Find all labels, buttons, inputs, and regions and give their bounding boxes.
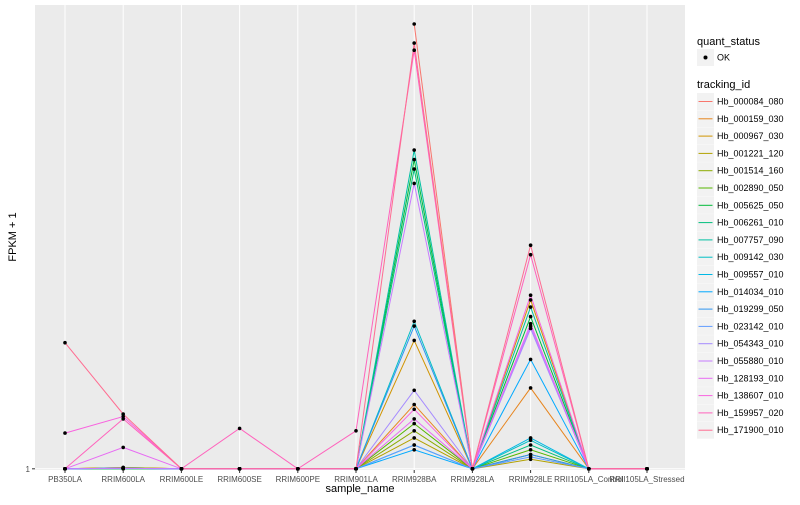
data-point xyxy=(63,340,67,345)
data-point xyxy=(412,338,417,343)
data-point xyxy=(179,467,184,471)
data-point xyxy=(354,467,358,471)
data-point xyxy=(412,22,417,26)
y-axis-title: FPKM + 1 xyxy=(7,212,19,261)
legend-series-label: Hb_001221_120 xyxy=(717,148,784,158)
data-point xyxy=(470,467,475,471)
legend: quant_status OK tracking_id Hb_000084_08… xyxy=(697,36,784,439)
plot-panel xyxy=(35,5,685,470)
data-point xyxy=(528,448,533,452)
legend-series-label: Hb_009142_030 xyxy=(717,252,784,262)
data-point xyxy=(528,305,533,309)
legend-point-key xyxy=(703,55,708,60)
legend-series-label: Hb_005625_050 xyxy=(717,200,784,210)
data-point xyxy=(412,41,417,45)
data-point xyxy=(412,181,417,186)
data-point xyxy=(237,467,242,471)
data-point xyxy=(528,443,533,447)
data-point xyxy=(528,455,533,459)
data-point xyxy=(121,466,125,471)
data-point xyxy=(412,324,417,328)
data-point xyxy=(412,417,417,421)
data-point xyxy=(412,388,417,393)
data-point xyxy=(412,407,417,412)
data-point xyxy=(354,429,358,433)
data-point xyxy=(528,298,533,302)
legend-series-label: Hb_159957_020 xyxy=(717,408,784,418)
legend-series-label: Hb_014034_010 xyxy=(717,287,784,297)
data-points xyxy=(63,22,649,471)
data-point xyxy=(528,314,533,319)
x-tick-label: RRIM600PE xyxy=(276,475,320,484)
data-point xyxy=(63,467,67,471)
legend-series-label: Hb_023142_010 xyxy=(717,321,784,331)
x-axis-title: sample_name xyxy=(325,483,394,495)
legend-series-label: Hb_000084_080 xyxy=(717,97,784,107)
data-point xyxy=(412,157,417,162)
y-tick-label: 1 xyxy=(26,465,31,474)
x-tick-label: RRIM600LA xyxy=(101,475,145,484)
x-tick-label: RRIM600LE xyxy=(160,475,204,484)
data-point xyxy=(645,467,649,471)
data-point xyxy=(412,402,417,407)
data-point xyxy=(412,167,417,171)
data-point xyxy=(528,436,533,440)
axes: PB350LA RRIM600LA RRIM600LE RRIM600SE RRIM60… xyxy=(26,465,685,484)
data-point xyxy=(121,417,125,421)
legend-point-label: OK xyxy=(717,53,730,63)
x-tick-label: RRIM928BA xyxy=(392,475,437,484)
legend-series-label: Hb_006261_010 xyxy=(717,218,784,228)
x-tick-label: RRIM600SE xyxy=(217,475,261,484)
legend-series-label: Hb_000967_030 xyxy=(717,131,784,141)
x-tick-label: RRIM928LA xyxy=(451,475,495,484)
data-point xyxy=(412,448,417,452)
legend-series-label: Hb_171900_010 xyxy=(717,425,784,435)
x-tick-label: RRII105LA_Control xyxy=(554,475,624,484)
series-legend-items: Hb_000084_080 Hb_000159_030 Hb_000967_030 H… xyxy=(697,93,784,439)
data-point xyxy=(528,357,533,362)
legend-series-label: Hb_138607_010 xyxy=(717,391,784,401)
data-point xyxy=(528,321,533,326)
data-point xyxy=(296,467,300,471)
legend-series-label: Hb_054343_010 xyxy=(717,339,784,349)
data-point xyxy=(412,436,417,440)
legend-series-label: Hb_019299_050 xyxy=(717,304,784,314)
data-point xyxy=(528,293,533,298)
legend-series-label: Hb_000159_030 xyxy=(717,114,784,124)
data-point xyxy=(63,431,67,435)
data-point xyxy=(412,48,417,52)
data-point xyxy=(412,421,417,426)
data-point xyxy=(528,386,533,390)
data-point xyxy=(412,443,417,447)
legend-series-label: Hb_007757_090 xyxy=(717,235,784,245)
legend-series-label: Hb_128193_010 xyxy=(717,373,784,383)
data-point xyxy=(528,252,533,257)
data-point xyxy=(237,426,242,431)
legend-series-label: Hb_009557_010 xyxy=(717,270,784,280)
data-point xyxy=(587,467,591,471)
x-tick-label: RRIM901LA xyxy=(334,475,378,484)
data-point xyxy=(412,319,417,324)
legend-point-title: quant_status xyxy=(697,36,760,48)
data-point xyxy=(121,412,125,416)
legend-series-label: Hb_002890_050 xyxy=(717,183,784,193)
legend-title: tracking_id xyxy=(697,79,750,91)
point-legend-items: OK xyxy=(697,49,730,66)
x-tick-label: RRII105LA_Stressed xyxy=(609,475,684,484)
data-point xyxy=(121,445,125,450)
x-tick-label: PB350LA xyxy=(48,475,82,484)
data-point xyxy=(528,243,533,247)
data-point xyxy=(412,429,417,433)
legend-series-label: Hb_055880_010 xyxy=(717,356,784,366)
legend-series-label: Hb_001514_160 xyxy=(717,166,784,176)
x-tick-label: RRIM928LE xyxy=(509,475,553,484)
data-point xyxy=(412,148,417,152)
